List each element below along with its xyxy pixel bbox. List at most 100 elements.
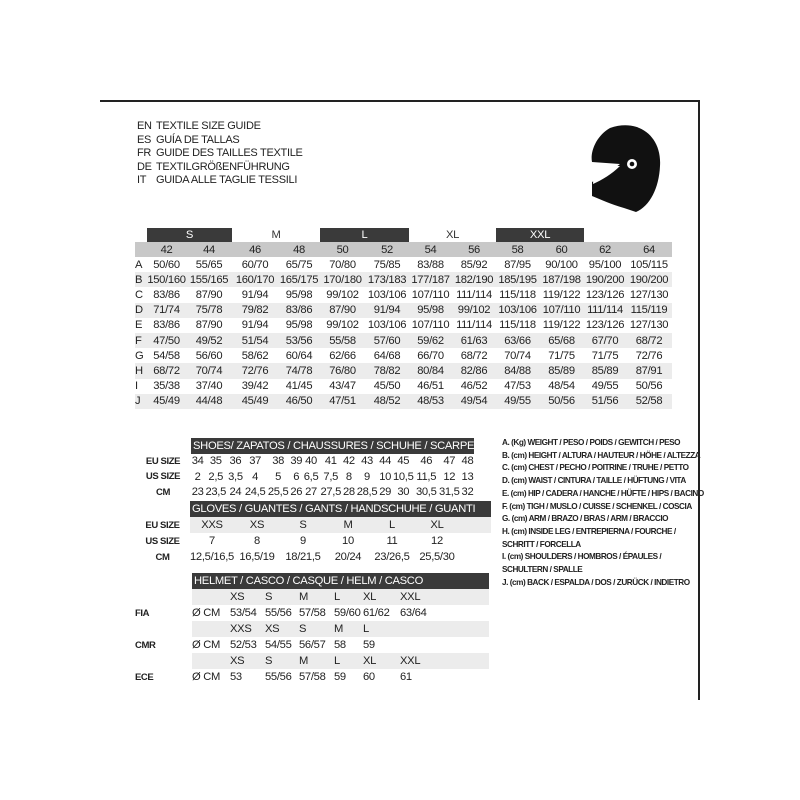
table-cell: 99/102: [326, 288, 359, 301]
frame-right-border: [698, 100, 700, 700]
row-label: CM: [156, 486, 170, 498]
table-cell: 127/130: [629, 288, 669, 301]
table-cell: 111/114: [584, 302, 626, 318]
table-cell: 12,5/16,5: [190, 551, 234, 563]
table-cell: 48: [461, 455, 474, 468]
table-cell: 103/106: [367, 319, 407, 332]
table-cell: 68/72: [460, 349, 488, 362]
table-cell: 37/40: [195, 380, 223, 393]
size-band-row: S M L XL XXL: [135, 228, 672, 242]
section-header-row: SHOES/ ZAPATOS / CHAUSSURES / SCHUHE / S…: [135, 438, 474, 454]
table-cell: 187/198: [539, 272, 584, 288]
table-cell: 8: [254, 535, 260, 547]
title-text: GUIDE DES TAILLES TEXTILE: [156, 147, 303, 160]
table-cell: 85/92: [460, 258, 488, 271]
helmet-size: L: [363, 621, 400, 637]
table-cell: 115/118: [499, 288, 536, 301]
table-cell: 45/49: [232, 393, 278, 409]
table-cell: 4: [252, 470, 259, 483]
table-cell: 70/74: [186, 363, 232, 379]
row-letter: I: [135, 380, 138, 393]
table-cell: 26: [290, 486, 303, 499]
table-cell: 24,5: [244, 486, 266, 499]
table-cell: 83/88: [417, 258, 444, 271]
table-cell: 35: [209, 455, 222, 468]
table-cell: 91/94: [241, 288, 269, 301]
table-cell: 78/82: [365, 363, 409, 379]
empty-cell: [440, 589, 489, 605]
table-cell: 99/102: [452, 302, 496, 318]
helmet-circumference: 58: [334, 639, 346, 651]
table-cell: 111/114: [456, 319, 492, 332]
table-cell: 185/195: [496, 272, 539, 288]
legend-line: SCHRITT / FORCELLA: [502, 539, 581, 549]
language-code: DE: [137, 160, 152, 173]
table-cell: 91/94: [365, 302, 409, 318]
table-cell: 82/86: [452, 363, 496, 379]
table-row: CM 12,5/16,5 16,5/19 18/21,5 20/24 23/26,5 25,…: [135, 549, 491, 565]
table-cell: 95/98: [409, 302, 452, 318]
legend-line: E. (cm) HIP / CADERA / HANCHE / HÜFTE / …: [502, 488, 704, 498]
table-cell: 80/84: [409, 363, 452, 379]
legend-line: I. (cm) SHOULDERS / HOMBROS / ÉPAULES /: [502, 552, 662, 562]
row-label: US SIZE: [145, 471, 181, 483]
size-header: 64: [626, 242, 672, 257]
helmet-size-row: XS S M L XL XXL: [135, 653, 489, 669]
spacer: [135, 438, 191, 454]
table-cell: 20/24: [334, 551, 362, 563]
size-band: [584, 228, 626, 242]
table-cell: 70/80: [329, 258, 356, 271]
table-cell: 44/48: [186, 393, 232, 409]
table-cell: XL: [413, 517, 460, 533]
row-letter: D: [135, 302, 147, 318]
table-cell: 46/52: [460, 380, 488, 393]
table-cell: 115/119: [626, 302, 672, 318]
table-cell: 107/110: [539, 302, 584, 318]
table-cell: 71/75: [548, 349, 575, 362]
spacer: [135, 653, 192, 669]
table-cell: 47/50: [147, 332, 186, 349]
size-header: 58: [496, 242, 539, 257]
helmet-size: L: [334, 589, 363, 605]
table-cell: 3,5: [228, 470, 243, 483]
table-cell: 72/76: [232, 363, 278, 379]
helmet-size: M: [299, 589, 334, 605]
table-row: F 47/50 49/52 51/54 53/56 55/58 57/60 59/62 61/6…: [135, 332, 672, 349]
language-code: IT: [137, 174, 147, 187]
table-cell: 5: [275, 470, 282, 483]
size-header: 56: [452, 242, 496, 257]
legend-line: B. (cm) HEIGHT / ALTURA / HAUTEUR / HÖHE…: [502, 450, 701, 460]
size-band: [135, 228, 147, 242]
table-cell: 173/183: [365, 272, 409, 288]
table-cell: 10,5: [392, 470, 414, 483]
helmet-size: XXS: [230, 621, 265, 637]
helmet-value-row: CMR Ø CM 52/53 54/55 56/57 58 59: [135, 637, 489, 653]
helmet-standard: CMR: [135, 639, 156, 651]
table-cell: 60/64: [285, 349, 313, 362]
table-row: J 45/49 44/48 45/49 46/50 47/51 48/52 48/53 49/5…: [135, 393, 672, 409]
table-cell: 41: [324, 455, 337, 468]
helmet-circumference: 59/60: [334, 607, 361, 619]
table-cell: 58/62: [241, 349, 269, 362]
size-header: 42: [147, 242, 186, 257]
table-cell: 165/175: [278, 272, 320, 288]
helmet-size: XXL: [400, 589, 440, 605]
table-cell: 34: [191, 455, 204, 468]
row-label: US SIZE: [145, 535, 180, 547]
table-cell: 160/170: [232, 272, 278, 288]
table-cell: 48/54: [548, 380, 575, 393]
helmet-standard: ECE: [135, 671, 154, 683]
table-row: I 35/38 37/40 39/42 41/45 43/47 45/50 46/51 46/5…: [135, 379, 672, 394]
table-cell: 87/90: [320, 302, 365, 318]
row-letter: E: [135, 319, 143, 332]
table-cell: 150/160: [147, 272, 186, 288]
helmet-size: S: [265, 653, 299, 669]
empty-cell: [460, 549, 491, 565]
section-header-row: HELMET / CASCO / CASQUE / HELM / CASCO: [135, 573, 489, 589]
table-cell: 52/58: [626, 393, 672, 409]
title-text: GUIDA ALLE TAGLIE TESSILI: [156, 174, 298, 187]
helmet-circumference: 61: [400, 671, 412, 683]
helmet-circumference: 63/64: [400, 607, 427, 619]
legend-line: J. (cm) BACK / ESPALDA / DOS / ZURÜCK / …: [502, 577, 690, 587]
helmet-circumference: 52/53: [230, 639, 257, 651]
